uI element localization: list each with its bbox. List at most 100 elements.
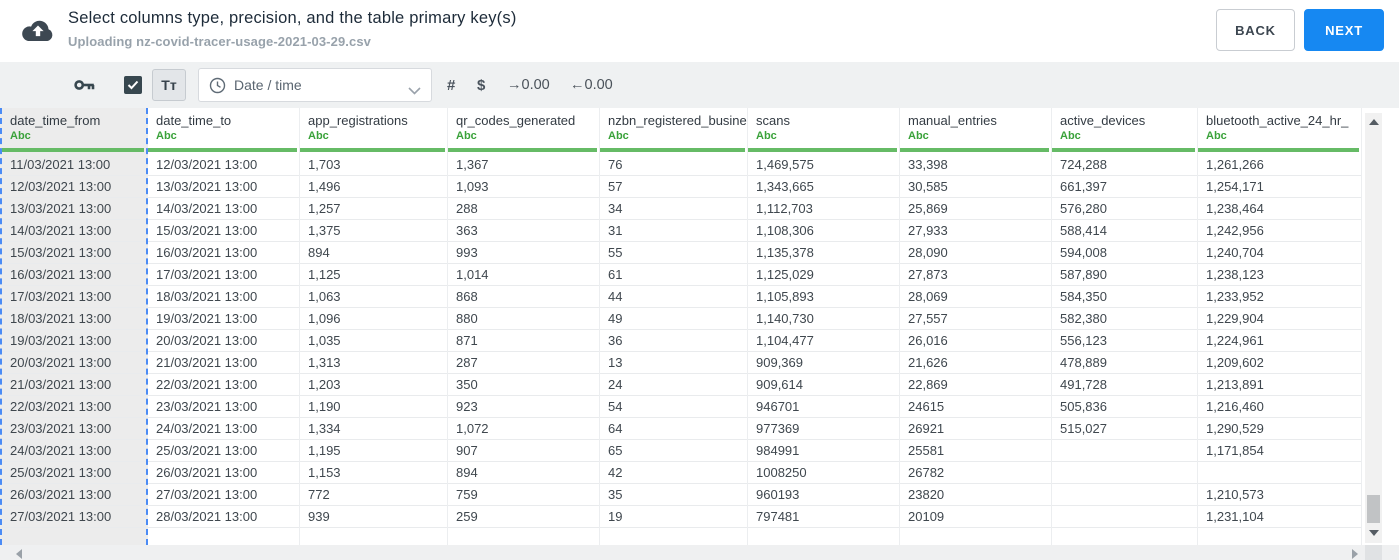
table-cell[interactable]: 977369 — [748, 418, 899, 440]
table-cell[interactable]: 12/03/2021 13:00 — [148, 154, 299, 176]
table-cell[interactable]: 19/03/2021 13:00 — [148, 308, 299, 330]
table-cell[interactable]: 19 — [600, 506, 747, 528]
table-cell[interactable]: 27/03/2021 13:00 — [2, 506, 146, 528]
table-cell[interactable]: 44 — [600, 286, 747, 308]
table-cell[interactable]: 1,108,306 — [748, 220, 899, 242]
table-cell[interactable]: 363 — [448, 220, 599, 242]
scroll-left-arrow-icon[interactable] — [16, 549, 22, 559]
table-cell[interactable]: 11/03/2021 13:00 — [2, 154, 146, 176]
table-cell[interactable]: 909,369 — [748, 352, 899, 374]
table-cell[interactable]: 17/03/2021 13:00 — [148, 264, 299, 286]
table-cell[interactable]: 505,836 — [1052, 396, 1197, 418]
table-cell[interactable]: 26/03/2021 13:00 — [148, 462, 299, 484]
table-cell[interactable]: 1,014 — [448, 264, 599, 286]
table-cell[interactable]: 1,035 — [300, 330, 447, 352]
table-cell[interactable]: 34 — [600, 198, 747, 220]
table-cell[interactable]: 15/03/2021 13:00 — [2, 242, 146, 264]
table-cell[interactable]: 491,728 — [1052, 374, 1197, 396]
table-cell[interactable]: 33,398 — [900, 154, 1051, 176]
table-cell[interactable]: 993 — [448, 242, 599, 264]
table-cell[interactable]: 1,153 — [300, 462, 447, 484]
table-cell[interactable]: 26,016 — [900, 330, 1051, 352]
table-cell[interactable]: 1,125 — [300, 264, 447, 286]
table-cell[interactable]: 1,240,704 — [1198, 242, 1361, 264]
table-cell[interactable]: 24 — [600, 374, 747, 396]
table-cell[interactable]: 54 — [600, 396, 747, 418]
table-cell[interactable]: 22/03/2021 13:00 — [148, 374, 299, 396]
table-cell[interactable]: 907 — [448, 440, 599, 462]
table-cell[interactable]: 20/03/2021 13:00 — [148, 330, 299, 352]
column-header[interactable]: nzbn_registered_busine Abc — [600, 108, 747, 147]
table-cell[interactable]: 1,209,602 — [1198, 352, 1361, 374]
table-cell[interactable]: 22/03/2021 13:00 — [2, 396, 146, 418]
table-cell[interactable]: 880 — [448, 308, 599, 330]
table-cell[interactable]: 1,257 — [300, 198, 447, 220]
table-cell[interactable]: 1,343,665 — [748, 176, 899, 198]
table-cell[interactable]: 21/03/2021 13:00 — [2, 374, 146, 396]
table-cell[interactable]: 1,261,266 — [1198, 154, 1361, 176]
increase-precision-button[interactable]: →0.00 — [507, 77, 550, 93]
table-cell[interactable]: 25/03/2021 13:00 — [2, 462, 146, 484]
table-cell[interactable]: 287 — [448, 352, 599, 374]
table-cell[interactable]: 1,375 — [300, 220, 447, 242]
table-cell[interactable]: 25,869 — [900, 198, 1051, 220]
table-cell[interactable]: 1,105,893 — [748, 286, 899, 308]
table-cell[interactable]: 49 — [600, 308, 747, 330]
table-cell[interactable]: 22,869 — [900, 374, 1051, 396]
column-header[interactable]: bluetooth_active_24_hr_ Abc — [1198, 108, 1361, 147]
table-cell[interactable]: 28,069 — [900, 286, 1051, 308]
table-cell[interactable]: 1,233,952 — [1198, 286, 1361, 308]
table-cell[interactable]: 26/03/2021 13:00 — [2, 484, 146, 506]
table-cell[interactable]: 27/03/2021 13:00 — [148, 484, 299, 506]
table-cell[interactable]: 1,104,477 — [748, 330, 899, 352]
vertical-scrollbar[interactable] — [1365, 113, 1382, 543]
table-cell[interactable]: 661,397 — [1052, 176, 1197, 198]
table-cell[interactable]: 30,585 — [900, 176, 1051, 198]
table-cell[interactable]: 350 — [448, 374, 599, 396]
table-cell[interactable]: 1,496 — [300, 176, 447, 198]
table-cell[interactable]: 515,027 — [1052, 418, 1197, 440]
table-cell[interactable] — [1052, 484, 1197, 506]
table-column-bluetooth_active_24_hr_[interactable]: bluetooth_active_24_hr_ Abc 1,261,266 1,254… — [1198, 108, 1362, 545]
column-type-select[interactable]: Date / time — [198, 68, 432, 102]
table-cell[interactable]: 16/03/2021 13:00 — [148, 242, 299, 264]
table-cell[interactable]: 1,313 — [300, 352, 447, 374]
table-cell[interactable]: 1,238,123 — [1198, 264, 1361, 286]
table-cell[interactable]: 259 — [448, 506, 599, 528]
table-cell[interactable]: 61 — [600, 264, 747, 286]
table-cell[interactable]: 18/03/2021 13:00 — [2, 308, 146, 330]
table-column-qr_codes_generated[interactable]: qr_codes_generated Abc 1,367 1,093 288 363 993… — [448, 108, 600, 545]
table-cell[interactable]: 894 — [448, 462, 599, 484]
table-cell[interactable]: 24/03/2021 13:00 — [2, 440, 146, 462]
table-cell[interactable]: 594,008 — [1052, 242, 1197, 264]
next-button[interactable]: NEXT — [1304, 9, 1384, 51]
table-cell[interactable]: 909,614 — [748, 374, 899, 396]
table-column-manual_entries[interactable]: manual_entries Abc 33,398 30,585 25,869 27,93… — [900, 108, 1052, 545]
table-cell[interactable]: 15/03/2021 13:00 — [148, 220, 299, 242]
table-cell[interactable]: 984991 — [748, 440, 899, 462]
table-cell[interactable]: 868 — [448, 286, 599, 308]
table-cell[interactable]: 1,238,464 — [1198, 198, 1361, 220]
table-cell[interactable]: 28,090 — [900, 242, 1051, 264]
table-cell[interactable]: 1,229,904 — [1198, 308, 1361, 330]
table-cell[interactable]: 64 — [600, 418, 747, 440]
table-cell[interactable]: 939 — [300, 506, 447, 528]
column-header[interactable]: scans Abc — [748, 108, 899, 147]
table-cell[interactable]: 42 — [600, 462, 747, 484]
scroll-down-arrow-icon[interactable] — [1369, 530, 1379, 536]
table-column-active_devices[interactable]: active_devices Abc 724,288 661,397 576,280 58… — [1052, 108, 1198, 545]
table-cell[interactable]: 1,096 — [300, 308, 447, 330]
table-cell[interactable]: 13/03/2021 13:00 — [148, 176, 299, 198]
table-cell[interactable]: 1,171,854 — [1198, 440, 1361, 462]
table-column-app_registrations[interactable]: app_registrations Abc 1,703 1,496 1,257 1,375… — [300, 108, 448, 545]
table-cell[interactable]: 1,140,730 — [748, 308, 899, 330]
table-cell[interactable]: 582,380 — [1052, 308, 1197, 330]
text-type-button[interactable]: Tᴛ — [152, 69, 186, 101]
primary-key-icon[interactable] — [74, 62, 96, 108]
table-cell[interactable]: 556,123 — [1052, 330, 1197, 352]
table-cell[interactable] — [1052, 506, 1197, 528]
table-cell[interactable]: 13 — [600, 352, 747, 374]
table-cell[interactable]: 1,290,529 — [1198, 418, 1361, 440]
table-cell[interactable]: 288 — [448, 198, 599, 220]
table-cell[interactable]: 1,216,460 — [1198, 396, 1361, 418]
